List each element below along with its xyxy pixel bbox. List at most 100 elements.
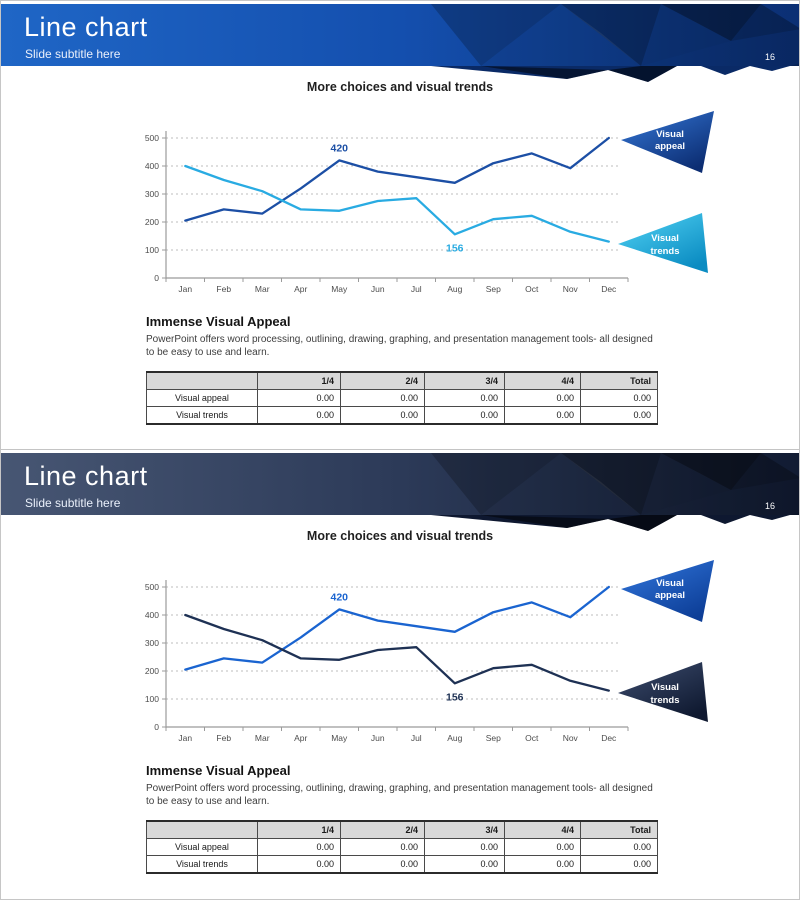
table-cell: 0.00 [257, 855, 341, 874]
x-axis-tick-label: Sep [486, 733, 501, 743]
slide-title: Line chart [24, 12, 148, 42]
table-cell: 0.00 [424, 838, 505, 856]
table-header-cell [146, 820, 258, 839]
text-block: Immense Visual Appeal PowerPoint offers … [146, 763, 658, 808]
data-table: 1/4 2/4 3/4 4/4 Total Visual appeal 0.00 0.00 0.… [146, 820, 658, 874]
table-header-cell: 3/4 [424, 371, 505, 390]
x-axis-tick-label: Apr [294, 733, 307, 743]
text-block: Immense Visual Appeal PowerPoint offers … [146, 314, 658, 359]
x-axis-tick-label: Aug [447, 284, 462, 294]
legend-callout-label: trends [650, 695, 679, 706]
table-header-cell: 2/4 [340, 371, 425, 390]
table-cell: 0.00 [504, 389, 581, 407]
table-cell: 0.00 [580, 838, 658, 856]
table-header-cell: 2/4 [340, 820, 425, 839]
chart-title: More choices and visual trends [306, 80, 494, 94]
x-axis-tick-label: Nov [563, 284, 579, 294]
y-axis-tick-label: 0 [154, 722, 159, 732]
line-chart: 0 100 200 300 400 500 Jan Feb Mar Apr May Jun Jul Aug… [145, 560, 714, 743]
x-axis-tick-label: May [331, 733, 348, 743]
x-axis-tick-label: Feb [216, 284, 231, 294]
table-cell: 0.00 [424, 855, 505, 874]
table-cell: 0.00 [580, 855, 658, 874]
table-cell: 0.00 [424, 389, 505, 407]
x-axis-tick-label: Apr [294, 284, 307, 294]
y-axis-tick-label: 100 [145, 694, 159, 704]
table-cell: 0.00 [504, 855, 581, 874]
slide-2: Line chart Slide subtitle here 16 More c… [1, 449, 799, 899]
table-header-cell: 4/4 [504, 820, 581, 839]
table-cell: 0.00 [340, 838, 425, 856]
x-axis-tick-label: Mar [255, 284, 270, 294]
table-row: Visual appeal 0.00 0.00 0.00 0.00 0.00 [146, 389, 658, 407]
series-line [184, 136, 610, 222]
table-header-cell: 4/4 [504, 371, 581, 390]
x-axis-tick-label: Oct [525, 733, 539, 743]
x-axis-tick-label: Nov [563, 733, 579, 743]
data-point-label: 420 [330, 591, 348, 603]
table-cell: Visual trends [146, 406, 258, 425]
legend-callout-triangle [618, 213, 708, 273]
table-cell: 0.00 [340, 406, 425, 425]
chart-title: More choices and visual trends [306, 529, 494, 543]
legend-callout-label: Visual [656, 578, 684, 589]
legend-callout-triangle [621, 560, 714, 622]
y-axis-tick-label: 400 [145, 161, 159, 171]
x-axis-tick-label: Jan [178, 284, 192, 294]
table-cell: 0.00 [257, 406, 341, 425]
x-axis-tick-label: Jul [411, 733, 422, 743]
x-axis-tick-label: Feb [216, 733, 231, 743]
legend-callout-label: Visual [651, 233, 679, 244]
slide-subtitle: Slide subtitle here [25, 47, 121, 61]
y-axis-tick-label: 100 [145, 245, 159, 255]
table-cell: 0.00 [424, 406, 505, 425]
section-heading: Immense Visual Appeal [146, 314, 291, 329]
table-cell: Visual trends [146, 855, 258, 874]
slide-1: Line chart Slide subtitle here 16 More c… [1, 1, 799, 449]
table-cell: Visual appeal [146, 389, 258, 407]
x-axis-tick-label: Dec [601, 284, 617, 294]
data-point-label: 156 [446, 242, 464, 254]
table-cell: 0.00 [340, 855, 425, 874]
table-header-cell: 3/4 [424, 820, 505, 839]
table-header-row: 1/4 2/4 3/4 4/4 Total [146, 820, 658, 839]
y-axis-tick-label: 500 [145, 133, 159, 143]
slide-title: Line chart [24, 461, 148, 491]
page-number: 16 [764, 52, 775, 62]
legend-callout-label: Visual [656, 129, 684, 140]
section-paragraph: PowerPoint offers word processing, outli… [146, 334, 653, 358]
x-axis-tick-label: May [331, 284, 348, 294]
y-axis-tick-label: 300 [145, 638, 159, 648]
legend-callout-label: appeal [655, 590, 685, 601]
table-cell: 0.00 [340, 389, 425, 407]
x-axis-tick-label: Jan [178, 733, 192, 743]
table-cell: 0.00 [580, 389, 658, 407]
data-table: 1/4 2/4 3/4 4/4 Total Visual appeal 0.00 0.00 0.… [146, 371, 658, 425]
legend-callout-triangle [618, 662, 708, 722]
slide-subtitle: Slide subtitle here [25, 496, 121, 510]
series-line [184, 613, 610, 692]
x-axis-tick-label: Jun [371, 733, 385, 743]
table-cell: 0.00 [580, 406, 658, 425]
section-paragraph: PowerPoint offers word processing, outli… [146, 783, 653, 807]
table-header-cell [146, 371, 258, 390]
legend-callout-label: Visual [651, 682, 679, 693]
x-axis-tick-label: Aug [447, 733, 462, 743]
table-cell: 0.00 [504, 406, 581, 425]
y-axis-tick-label: 300 [145, 189, 159, 199]
x-axis-tick-label: Dec [601, 733, 617, 743]
legend-callout-triangle [621, 111, 714, 173]
section-heading: Immense Visual Appeal [146, 763, 291, 778]
data-point-label: 420 [330, 142, 348, 154]
table-cell: 0.00 [257, 838, 341, 856]
table-header-cell: Total [580, 371, 658, 390]
series-line [184, 164, 610, 243]
x-axis-tick-label: Jul [411, 284, 422, 294]
y-axis-tick-label: 0 [154, 273, 159, 283]
x-axis-tick-label: Mar [255, 733, 270, 743]
series-line [184, 585, 610, 671]
table-cell: Visual appeal [146, 838, 258, 856]
legend-callout-label: trends [650, 246, 679, 257]
data-point-label: 156 [446, 691, 464, 703]
y-axis-tick-label: 500 [145, 582, 159, 592]
